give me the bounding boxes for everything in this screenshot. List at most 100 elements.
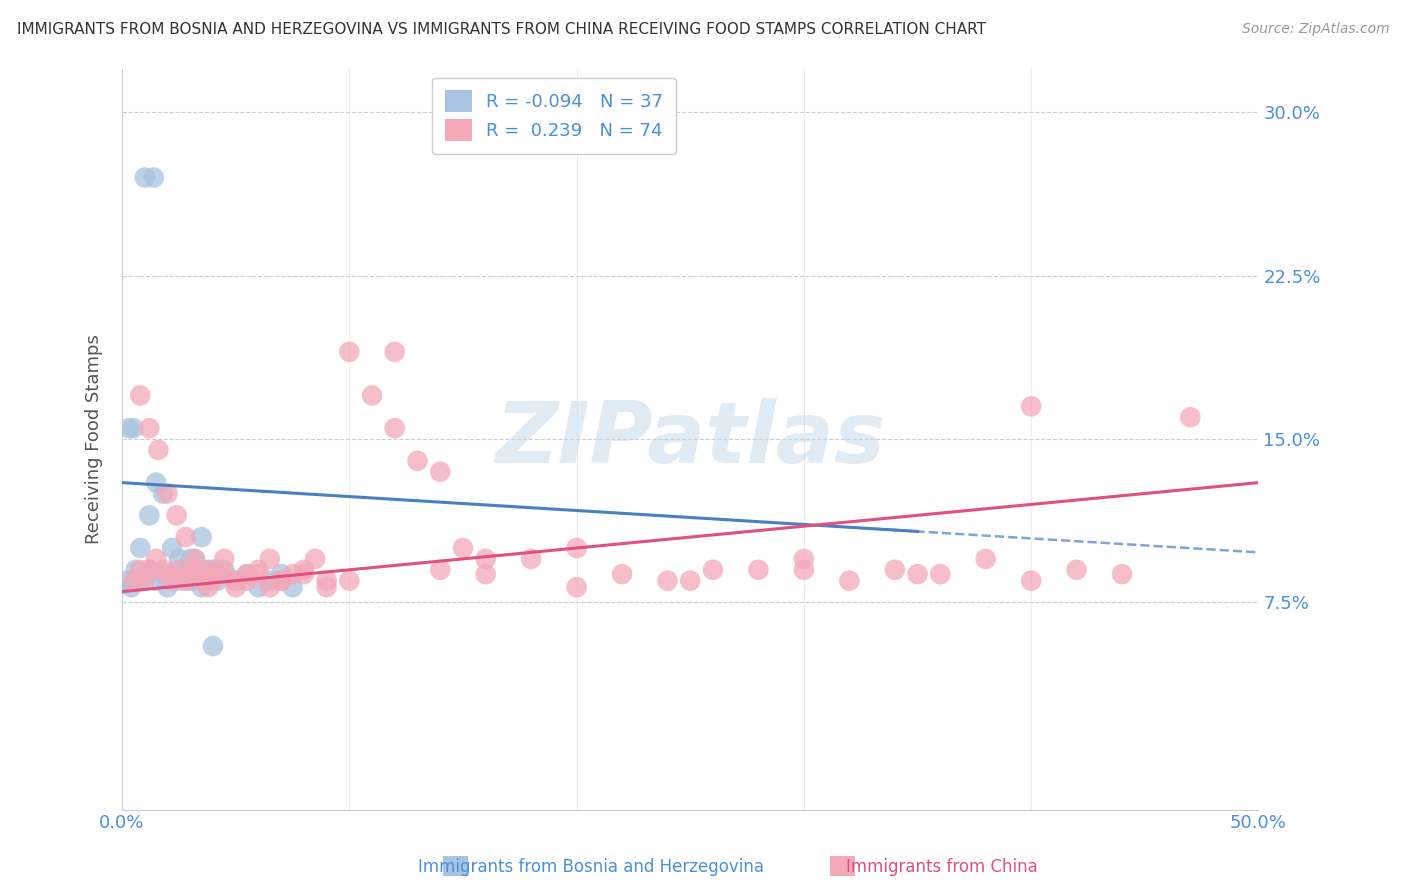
Point — [214, 567, 236, 582]
Point — [236, 567, 259, 582]
Point — [138, 563, 160, 577]
Point — [179, 567, 201, 582]
Point — [125, 563, 148, 577]
Y-axis label: Receiving Food Stamps: Receiving Food Stamps — [86, 334, 103, 544]
Point — [225, 580, 247, 594]
Point — [429, 465, 451, 479]
Point — [929, 567, 952, 582]
Point — [142, 170, 165, 185]
Point — [122, 421, 145, 435]
Point — [145, 552, 167, 566]
Point — [247, 580, 270, 594]
Point — [236, 567, 259, 582]
Point — [259, 574, 281, 588]
Point — [361, 388, 384, 402]
Point — [702, 563, 724, 577]
Point — [129, 574, 152, 588]
Point — [406, 454, 429, 468]
Point — [190, 530, 212, 544]
Point — [179, 574, 201, 588]
Point — [225, 574, 247, 588]
Point — [193, 563, 215, 577]
Point — [1019, 400, 1042, 414]
Point — [167, 552, 190, 566]
Point — [974, 552, 997, 566]
Point — [138, 508, 160, 523]
Point — [384, 344, 406, 359]
Point — [247, 563, 270, 577]
Point — [304, 552, 326, 566]
Point — [315, 580, 337, 594]
Point — [134, 574, 156, 588]
Point — [337, 344, 360, 359]
Point — [152, 563, 174, 577]
Point — [118, 421, 141, 435]
Point — [184, 563, 207, 577]
Point — [337, 574, 360, 588]
Point — [474, 552, 496, 566]
Point — [793, 552, 815, 566]
Point — [657, 574, 679, 588]
Point — [793, 563, 815, 577]
Point — [160, 574, 183, 588]
Point — [520, 552, 543, 566]
Point — [270, 567, 292, 582]
Legend: R = -0.094   N = 37, R =  0.239   N = 74: R = -0.094 N = 37, R = 0.239 N = 74 — [432, 78, 676, 154]
Point — [1111, 567, 1133, 582]
Point — [201, 639, 224, 653]
Point — [474, 567, 496, 582]
Text: Immigrants from Bosnia and Herzegovina: Immigrants from Bosnia and Herzegovina — [418, 858, 763, 876]
Point — [565, 580, 588, 594]
Point — [197, 580, 219, 594]
Text: ZIPatlas: ZIPatlas — [495, 398, 886, 481]
Point — [259, 552, 281, 566]
Point — [679, 574, 702, 588]
Point — [201, 563, 224, 577]
Point — [207, 563, 229, 577]
Point — [214, 552, 236, 566]
Point — [883, 563, 905, 577]
Point — [145, 475, 167, 490]
Point — [1019, 574, 1042, 588]
Point — [1066, 563, 1088, 577]
Point — [214, 563, 236, 577]
Point — [152, 486, 174, 500]
Point — [120, 580, 142, 594]
Point — [201, 574, 224, 588]
Point — [197, 563, 219, 577]
Point — [201, 567, 224, 582]
Point — [451, 541, 474, 555]
Point — [281, 567, 304, 582]
Point — [384, 421, 406, 435]
Point — [184, 552, 207, 566]
Point — [190, 580, 212, 594]
Point — [270, 574, 292, 588]
Point — [292, 563, 315, 577]
Point — [565, 541, 588, 555]
Point — [134, 170, 156, 185]
Point — [167, 574, 190, 588]
Point — [207, 574, 229, 588]
Point — [138, 421, 160, 435]
Point — [145, 574, 167, 588]
Point — [236, 574, 259, 588]
Point — [247, 567, 270, 582]
Point — [129, 541, 152, 555]
Point — [174, 563, 197, 577]
Point — [225, 574, 247, 588]
Point — [184, 552, 207, 566]
Point — [174, 574, 197, 588]
Point — [315, 574, 337, 588]
Point — [148, 442, 170, 457]
Point — [156, 580, 179, 594]
Point — [129, 388, 152, 402]
Text: IMMIGRANTS FROM BOSNIA AND HERZEGOVINA VS IMMIGRANTS FROM CHINA RECEIVING FOOD S: IMMIGRANTS FROM BOSNIA AND HERZEGOVINA V… — [17, 22, 986, 37]
Point — [259, 580, 281, 594]
Point — [166, 508, 188, 523]
Point — [747, 563, 769, 577]
Point — [281, 580, 304, 594]
Point — [138, 563, 160, 577]
Point — [270, 574, 292, 588]
Point — [179, 552, 201, 566]
Point — [292, 567, 315, 582]
